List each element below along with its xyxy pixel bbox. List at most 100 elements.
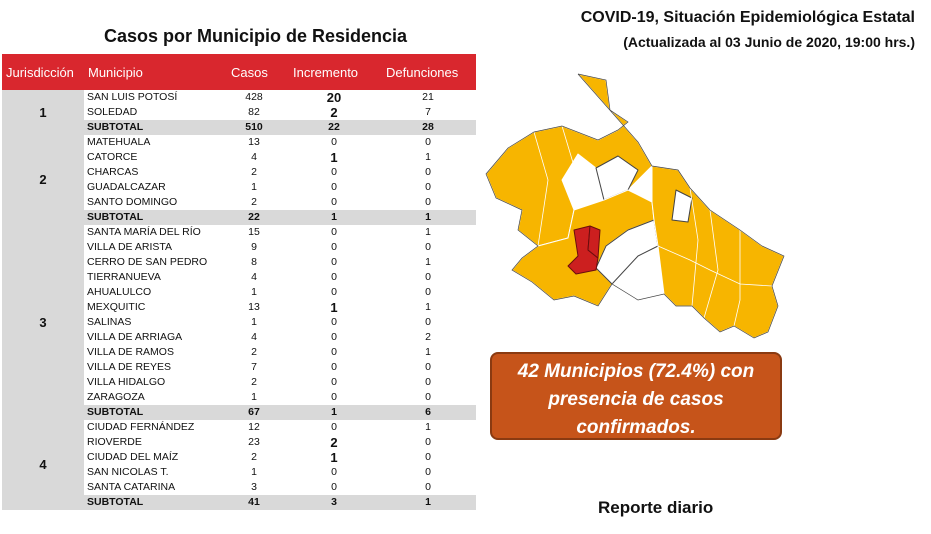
subtotal-row: SUBTOTAL 22 1 1 [84,210,476,225]
defunciones-cell: 1 [425,496,431,508]
municipalities-callout: 42 Municipios (72.4%) con presencia de c… [490,352,782,440]
table-row: SANTA MARÍA DEL RÍO 15 0 1 [84,225,476,240]
incremento-cell: 0 [331,376,337,388]
table-row: CERRO DE SAN PEDRO 8 0 1 [84,255,476,270]
casos-cell: 4 [251,271,257,283]
incremento-cell: 0 [331,481,337,493]
jurisdiccion-label: 3 [39,314,47,330]
report-subtitle: (Actualizada al 03 Junio de 2020, 19:00 … [623,34,915,50]
defunciones-cell: 1 [425,226,431,238]
incremento-cell: 1 [331,406,337,418]
defunciones-cell: 0 [425,286,431,298]
table-row: TIERRANUEVA 4 0 0 [84,270,476,285]
incremento-cell: 0 [331,241,337,253]
table-row: CIUDAD FERNÁNDEZ 12 0 1 [84,420,476,435]
defunciones-cell: 0 [425,136,431,148]
municipio-cell: VILLA DE RAMOS [87,346,174,358]
municipio-cell: SUBTOTAL [87,211,144,223]
defunciones-cell: 0 [425,166,431,178]
table-row: MATEHUALA 13 0 0 [84,135,476,150]
incremento-cell: 20 [326,90,342,105]
map-soledad [587,225,601,259]
jurisdiccion-cell: 1 [2,90,84,136]
callout-line-1: 42 Municipios (72.4%) con [517,361,755,382]
table-title: Casos por Municipio de Residencia [104,26,408,46]
municipio-cell: CHARCAS [87,166,139,178]
incremento-cell: 0 [331,226,337,238]
incremento-cell: 0 [331,466,337,478]
defunciones-cell: 7 [425,106,431,118]
defunciones-cell: 0 [425,481,431,493]
table-row: AHUALULCO 1 0 0 [84,285,476,300]
incremento-cell: 1 [330,300,338,315]
table-row: VILLA DE RAMOS 2 0 1 [84,345,476,360]
table-row: SAN NICOLAS T. 1 0 0 [84,465,476,480]
jurisdiccion-cell: 2 [2,135,84,226]
defunciones-cell: 1 [425,301,431,313]
table-row: CHARCAS 2 0 0 [84,165,476,180]
municipio-cell: CIUDAD FERNÁNDEZ [87,421,195,433]
municipio-cell: SANTA CATARINA [87,481,176,493]
casos-cell: 2 [251,346,257,358]
municipio-cell: SALINAS [87,316,132,328]
municipio-cell: SAN NICOLAS T. [87,466,169,478]
defunciones-cell: 0 [425,376,431,388]
defunciones-cell: 0 [425,451,431,463]
incremento-cell: 2 [330,105,338,120]
col-incremento: Incremento [293,65,359,80]
table-row: SALINAS 1 0 0 [84,315,476,330]
casos-cell: 15 [248,226,260,238]
casos-cell: 1 [251,286,257,298]
table-row: MEXQUITIC 13 1 1 [84,300,476,315]
municipio-cell: ZARAGOZA [87,391,145,403]
municipio-cell: SUBTOTAL [87,496,144,508]
municipio-cell: CERRO DE SAN PEDRO [87,256,208,268]
municipio-cell: GUADALCAZAR [87,181,166,193]
defunciones-cell: 0 [425,391,431,403]
casos-cell: 428 [245,91,263,103]
jurisdiccion-label: 2 [39,172,47,187]
callout-line-3: confirmados. [576,417,696,438]
municipio-cell: VILLA DE REYES [87,361,172,373]
casos-cell: 13 [248,136,260,148]
incremento-cell: 0 [331,286,337,298]
incremento-cell: 0 [331,316,337,328]
casos-cell: 2 [251,196,257,208]
table-row: SANTO DOMINGO 2 0 0 [84,195,476,210]
municipio-cell: SUBTOTAL [87,121,144,133]
municipio-cell: TIERRANUEVA [87,271,161,283]
defunciones-cell: 0 [425,436,431,448]
defunciones-cell: 0 [425,466,431,478]
report-title: COVID-19, Situación Epidemiológica Estat… [580,9,915,26]
casos-cell: 2 [251,451,257,463]
table-header: Jurisdicción Municipio Casos Incremento … [2,54,476,90]
incremento-cell: 0 [331,196,337,208]
defunciones-cell: 1 [425,211,431,223]
casos-cell: 7 [251,361,257,373]
casos-cell: 8 [251,256,257,268]
table-row: ZARAGOZA 1 0 0 [84,390,476,405]
subtotal-row: SUBTOTAL 67 1 6 [84,405,476,420]
table-row: VILLA DE ARISTA 9 0 0 [84,240,476,255]
municipio-cell: MEXQUITIC [87,301,146,313]
cases-table: SAN LUIS POTOSÍ 428 20 21 SOLEDAD 82 2 7 SUBTOTA… [2,90,476,523]
defunciones-cell: 1 [425,421,431,433]
daily-report-label: Reporte diario [598,498,714,517]
defunciones-cell: 0 [425,361,431,373]
table-row: SANTA CATARINA 3 0 0 [84,480,476,495]
casos-cell: 2 [251,166,257,178]
municipio-cell: SAN LUIS POTOSÍ [87,91,178,103]
incremento-cell: 3 [331,496,337,508]
col-municipio: Municipio [88,65,143,80]
incremento-cell: 0 [331,391,337,403]
incremento-cell: 0 [331,346,337,358]
defunciones-cell: 28 [422,121,434,133]
col-jurisdiccion: Jurisdicción [6,65,74,80]
incremento-cell: 0 [331,256,337,268]
jurisdiccion-label: 4 [39,457,47,472]
incremento-cell: 0 [331,166,337,178]
jurisdiccion-cell: 4 [2,420,84,511]
col-defunciones: Defunciones [386,65,459,80]
incremento-cell: 1 [330,450,338,465]
municipio-cell: SUBTOTAL [87,406,144,418]
